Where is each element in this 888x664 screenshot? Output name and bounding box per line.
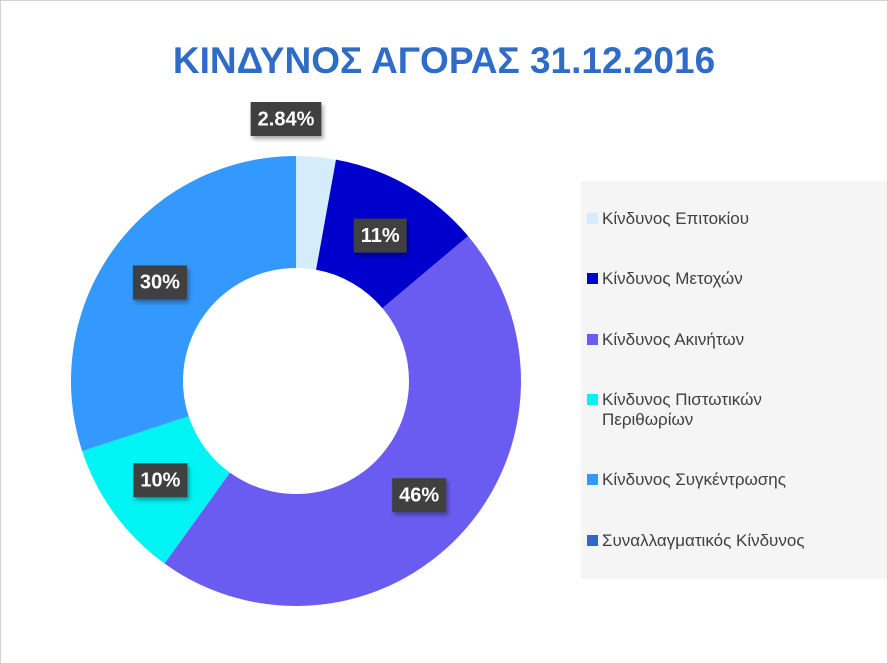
legend-item: Κίνδυνος Ακινήτων	[581, 330, 887, 350]
data-label-box	[133, 463, 188, 498]
data-label: 30%	[132, 265, 187, 300]
slice	[70, 156, 296, 452]
slice	[296, 156, 337, 270]
legend-item: Κίνδυνος Μετοχών	[581, 269, 887, 289]
legend-item: Συναλλαγματικός Κίνδυνος	[581, 531, 887, 551]
data-label-text: 2.84%	[258, 108, 315, 130]
chart-title: ΚΙΝΔΥΝΟΣ ΑΓΟΡΑΣ 31.12.2016	[173, 40, 715, 81]
legend-swatch	[587, 534, 598, 546]
legend-label: Κίνδυνος Μετοχών	[602, 269, 743, 289]
legend-label: Κίνδυνος Πιστωτικών Περιθωρίων	[602, 390, 762, 430]
data-label-box	[392, 478, 447, 513]
legend-item: Κίνδυνος Επιτοκίου	[581, 209, 887, 229]
legend-label: Κίνδυνος Ακινήτων	[602, 329, 745, 349]
data-label-box	[353, 218, 407, 253]
legend-swatch	[587, 213, 598, 225]
data-label: 11%	[353, 218, 407, 253]
legend-swatch	[587, 394, 598, 406]
data-label-text: 30%	[140, 272, 180, 294]
data-label-box	[250, 102, 322, 136]
data-label-text: 11%	[361, 225, 400, 247]
data-label: 10%	[133, 463, 188, 498]
legend-swatch	[587, 333, 598, 345]
data-label-text: 46%	[399, 485, 439, 507]
legend-label: Κίνδυνος Επιτοκίου	[602, 209, 750, 229]
slice	[164, 236, 522, 607]
legend-swatch	[587, 474, 598, 486]
legend-swatch	[587, 273, 598, 285]
legend-label: Κίνδυνος Συγκέντρωσης	[602, 470, 786, 490]
data-label-text: 10%	[140, 470, 180, 492]
data-label: 46%	[392, 478, 447, 513]
legend-label: Συναλλαγματικός Κίνδυνος	[602, 530, 805, 550]
legend-item: Κίνδυνος Πιστωτικών Περιθωρίων	[581, 390, 887, 430]
legend-item: Κίνδυνος Συγκέντρωσης	[581, 470, 887, 490]
data-label: 2.84%	[250, 102, 322, 136]
data-label-box	[132, 265, 187, 300]
legend: Κίνδυνος Επιτοκίου Κίνδυνος Μετοχών Κίνδυν…	[581, 181, 887, 579]
